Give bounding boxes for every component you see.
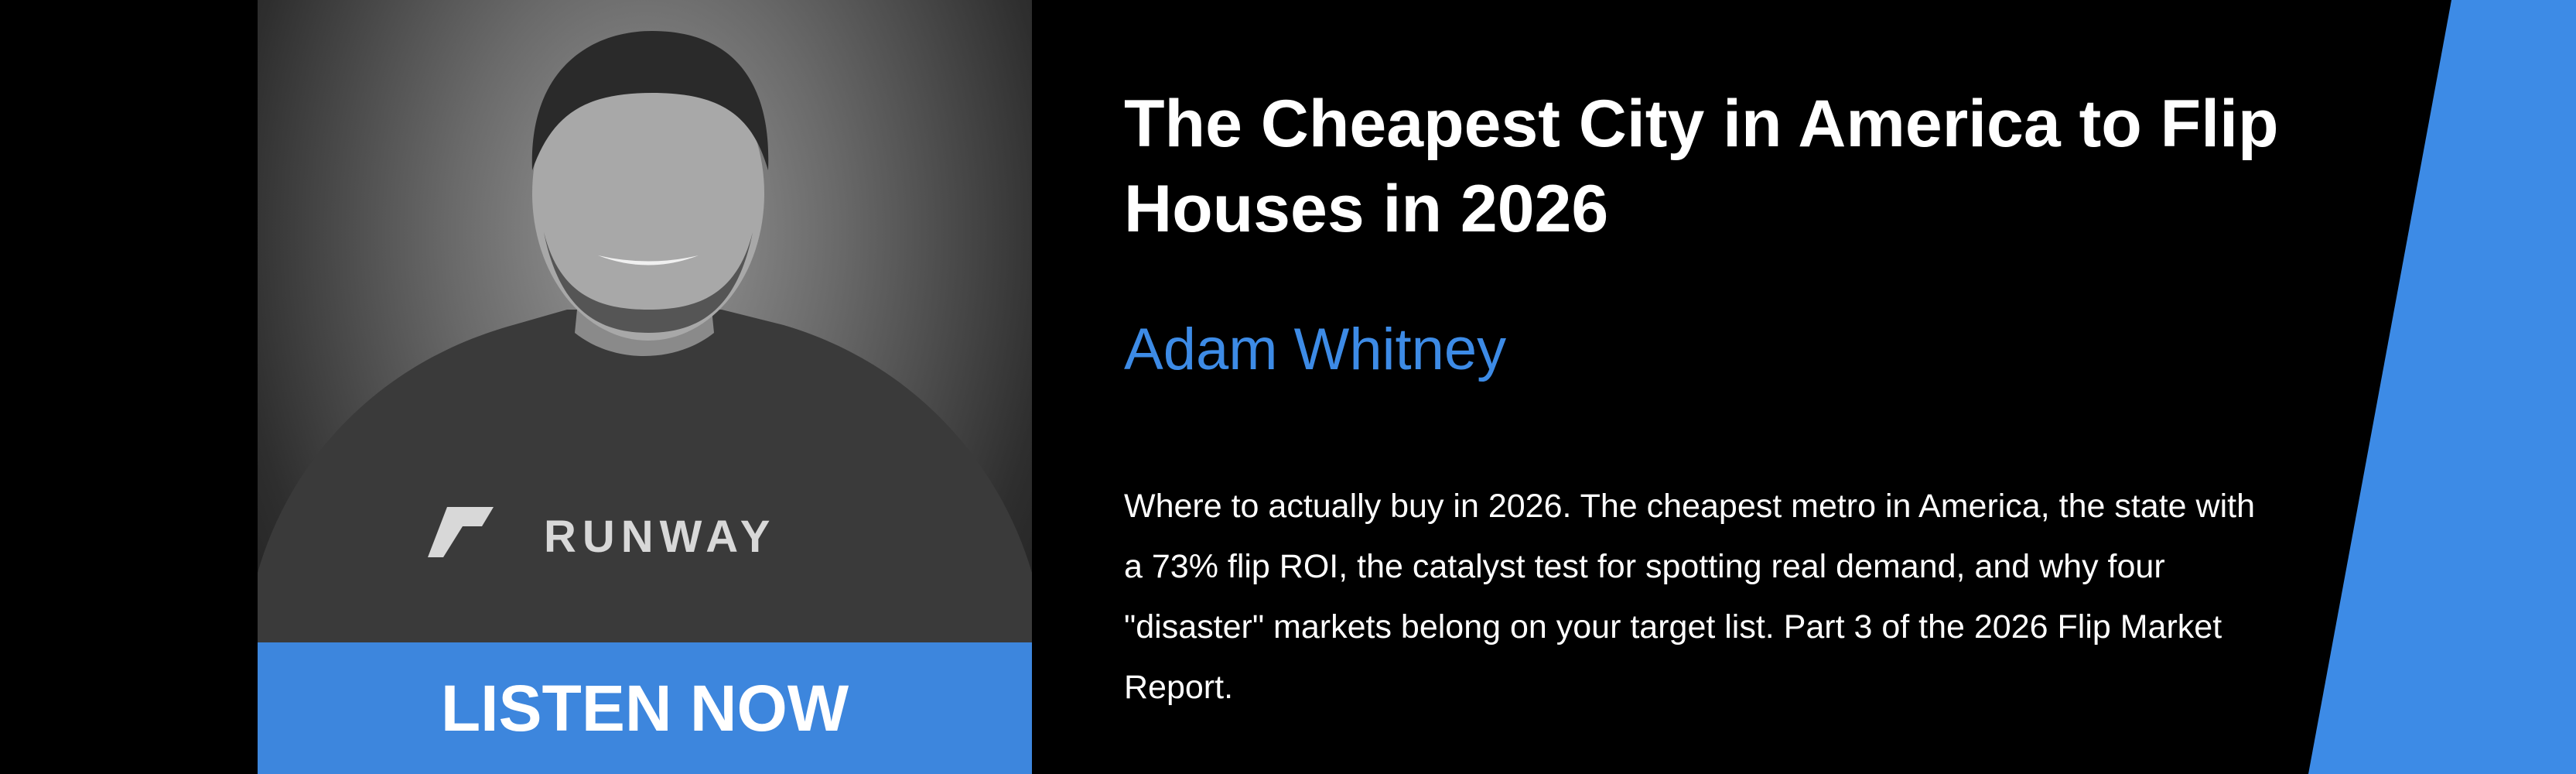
episode-description: Where to actually buy in 2026. The cheap… xyxy=(1124,488,2255,706)
listen-button[interactable]: LISTEN NOW xyxy=(258,642,1032,774)
author-name: Adam Whitney xyxy=(1124,317,1507,382)
shirt-logo: RUNWAY xyxy=(544,512,777,562)
episode-title: The Cheapest City in America to Flip Hou… xyxy=(1124,87,2279,246)
